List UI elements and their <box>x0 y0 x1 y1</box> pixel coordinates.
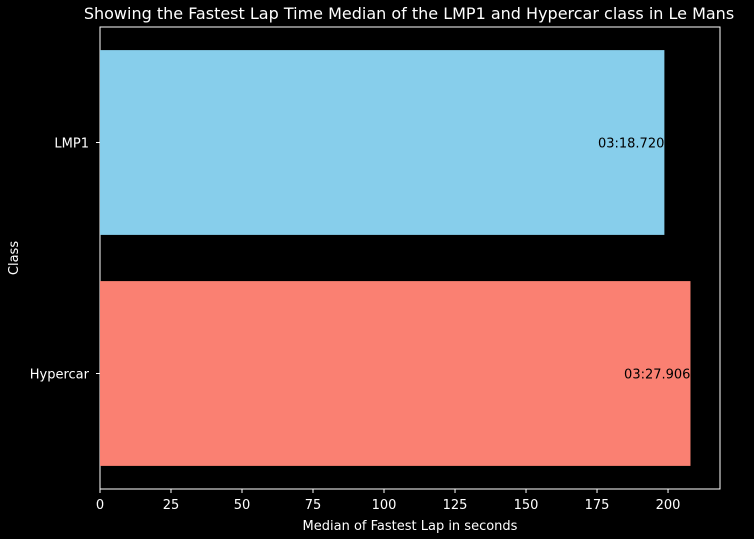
bar-lmp1 <box>100 50 665 235</box>
x-tick-label: 125 <box>443 498 468 513</box>
x-tick-label: 0 <box>96 498 104 513</box>
x-tick-label: 50 <box>234 498 251 513</box>
y-tick-label: LMP1 <box>54 137 89 152</box>
y-axis-label: Class <box>7 241 22 275</box>
bars-layer: 03:18.720 03:27.906 <box>100 50 691 466</box>
y-tick-label: Hypercar <box>30 368 90 383</box>
bar-value-label: 03:18.720 <box>598 137 664 152</box>
x-axis-label: Median of Fastest Lap in seconds <box>303 519 518 534</box>
x-tick-label: 75 <box>305 498 322 513</box>
x-axis-ticks: 0 25 50 75 100 125 150 175 200 <box>96 489 681 513</box>
chart-title: Showing the Fastest Lap Time Median of t… <box>84 4 734 23</box>
x-tick-label: 200 <box>656 498 681 513</box>
x-tick-label: 100 <box>372 498 397 513</box>
x-tick-label: 150 <box>514 498 539 513</box>
plot-frame <box>99 26 721 490</box>
y-axis-ticks: LMP1 Hypercar <box>30 137 100 383</box>
bar-value-label: 03:27.906 <box>624 368 690 383</box>
bar-hypercar <box>100 281 691 466</box>
x-tick-label: 25 <box>163 498 180 513</box>
x-tick-label: 175 <box>585 498 610 513</box>
